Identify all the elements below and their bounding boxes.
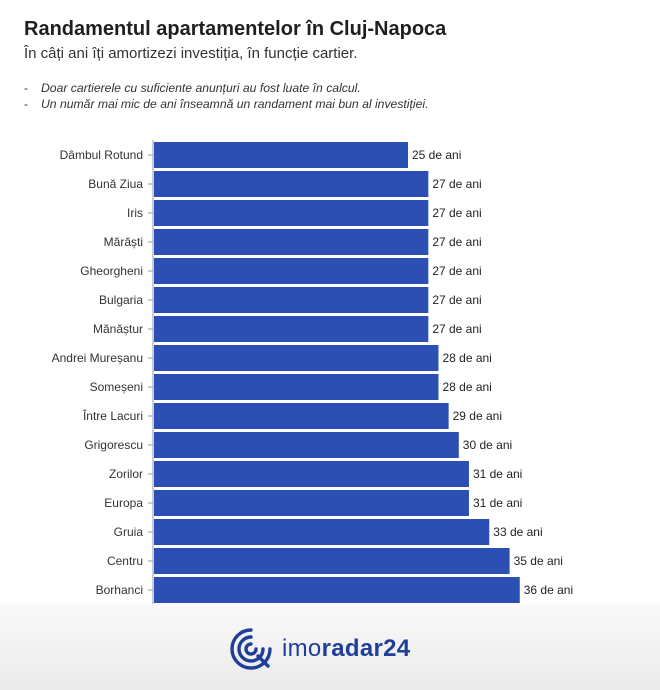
- chart-title: Randamentul apartamentelor în Cluj-Napoc…: [24, 18, 447, 40]
- category-label: Gheorgheni: [80, 264, 143, 278]
- bar: [154, 432, 459, 458]
- category-label: Centru: [107, 554, 143, 568]
- value-label: 25 de ani: [412, 148, 461, 162]
- bar: [154, 229, 429, 255]
- bar: [154, 577, 520, 603]
- value-label: 33 de ani: [493, 525, 542, 539]
- notes-list: - Doar cartierele cu suficiente anunțuri …: [24, 80, 428, 112]
- brand-logo[interactable]: imoradar24: [228, 626, 410, 672]
- value-label: 31 de ani: [473, 467, 522, 481]
- value-label: 28 de ani: [442, 380, 491, 394]
- bar: [154, 258, 429, 284]
- bar: [154, 403, 449, 429]
- note-text: Un număr mai mic de ani înseamnă un rand…: [41, 97, 429, 111]
- category-label: Între Lacuri: [82, 408, 143, 423]
- category-label: Iris: [127, 206, 143, 220]
- bar: [154, 345, 439, 371]
- logo-text-light: imo: [282, 635, 322, 662]
- bar: [154, 461, 469, 487]
- value-label: 27 de ani: [432, 235, 481, 249]
- bar: [154, 490, 469, 516]
- value-label: 27 de ani: [432, 264, 481, 278]
- bar: [154, 519, 490, 545]
- value-label: 27 de ani: [432, 322, 481, 336]
- category-label: Zorilor: [109, 467, 143, 481]
- note-item: - Doar cartierele cu suficiente anunțuri …: [24, 80, 428, 96]
- bar: [154, 142, 408, 168]
- value-label: 35 de ani: [514, 554, 563, 568]
- note-dash: -: [24, 97, 29, 111]
- category-label: Gruia: [114, 525, 144, 539]
- note-text: Doar cartierele cu suficiente anunțuri a…: [41, 81, 361, 95]
- logo-wordmark: imoradar24: [282, 635, 410, 663]
- value-label: 31 de ani: [473, 496, 522, 510]
- radar-logo-icon: [230, 628, 272, 670]
- value-label: 36 de ani: [524, 583, 573, 597]
- bar: [154, 200, 429, 226]
- bar: [154, 171, 429, 197]
- bar-chart: Dâmbul Rotund 25 de ani Bună Ziua 27 de ani…: [52, 140, 573, 607]
- category-label: Bună Ziua: [88, 177, 143, 191]
- category-label: Mănăștur: [93, 322, 143, 336]
- category-label: Mărăști: [104, 235, 143, 249]
- value-label: 30 de ani: [463, 438, 512, 452]
- category-label: Borhanci: [96, 583, 143, 597]
- category-label: Someșeni: [90, 380, 143, 394]
- category-label: Andrei Mureșanu: [52, 351, 143, 365]
- note-item: - Un număr mai mic de ani înseamnă un ran…: [24, 96, 428, 112]
- bar: [154, 287, 429, 313]
- bar: [154, 548, 510, 574]
- value-label: 27 de ani: [432, 206, 481, 220]
- value-label: 28 de ani: [442, 351, 491, 365]
- chart-subtitle: În câți ani îți amortizezi investiția, î…: [24, 45, 358, 62]
- footer: [0, 604, 660, 690]
- category-label: Europa: [104, 496, 143, 510]
- bar: [154, 316, 429, 342]
- bar: [154, 374, 439, 400]
- category-label: Dâmbul Rotund: [60, 148, 143, 162]
- logo-text-bold: radar24: [321, 635, 411, 662]
- value-label: 27 de ani: [432, 177, 481, 191]
- value-label: 29 de ani: [453, 409, 502, 423]
- note-dash: -: [24, 81, 29, 95]
- value-label: 27 de ani: [432, 293, 481, 307]
- category-label: Bulgaria: [99, 293, 143, 307]
- category-label: Grigorescu: [84, 438, 143, 452]
